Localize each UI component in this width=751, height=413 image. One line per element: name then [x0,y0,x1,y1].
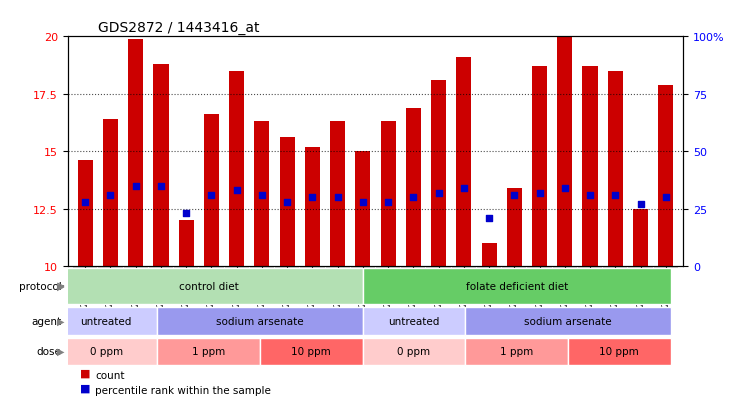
Bar [568,338,671,365]
Text: ■: ■ [80,368,90,377]
Text: GDS2872 / 1443416_at: GDS2872 / 1443416_at [98,21,260,35]
Text: control diet: control diet [179,281,239,292]
Point [433,190,445,197]
Bar [633,209,648,267]
Point [508,192,520,199]
Bar [153,65,168,267]
Point [635,202,647,208]
Text: ▶: ▶ [57,347,65,356]
Bar [279,138,294,267]
Bar [583,67,598,267]
Point [130,183,142,190]
Bar [158,338,260,365]
Bar [381,122,396,267]
Bar [260,338,363,365]
Point [231,188,243,194]
Point [609,192,621,199]
Bar [608,71,623,267]
Bar [406,108,421,267]
Bar [55,268,363,304]
Bar [507,189,522,267]
Bar [431,81,446,267]
Text: sodium arsenate: sodium arsenate [524,316,612,326]
Point [180,211,192,217]
Point [407,195,419,201]
Bar [363,308,466,335]
Text: count: count [95,370,125,380]
Point [483,215,495,222]
Text: ▶: ▶ [57,316,65,326]
Point [357,199,369,206]
Text: sodium arsenate: sodium arsenate [216,316,304,326]
Bar [363,268,671,304]
Text: 1 ppm: 1 ppm [192,347,225,356]
Text: 10 ppm: 10 ppm [599,347,639,356]
Bar [466,338,568,365]
Point [584,192,596,199]
Text: ▶: ▶ [57,281,65,292]
Text: agent: agent [32,316,62,326]
Bar [103,120,118,267]
Bar [158,308,363,335]
Bar [363,338,466,365]
Bar [305,147,320,267]
Point [458,185,470,192]
Bar [466,308,671,335]
Text: folate deficient diet: folate deficient diet [466,281,568,292]
Text: dose: dose [37,347,62,356]
Bar [255,122,270,267]
Point [659,195,671,201]
Bar [355,152,370,267]
Bar [557,37,572,267]
Text: ■: ■ [80,382,90,392]
Text: 0 ppm: 0 ppm [89,347,122,356]
Text: untreated: untreated [388,316,439,326]
Bar [658,85,674,267]
Text: 1 ppm: 1 ppm [500,347,533,356]
Bar [457,58,472,267]
Point [281,199,293,206]
Bar [481,244,496,267]
Bar [77,161,93,267]
Point [104,192,116,199]
Bar [229,71,244,267]
Bar [128,40,143,267]
Point [155,183,167,190]
Bar [330,122,345,267]
Bar [55,338,158,365]
Point [306,195,318,201]
Text: 0 ppm: 0 ppm [397,347,430,356]
Point [559,185,571,192]
Point [80,199,92,206]
Point [206,192,218,199]
Point [332,195,344,201]
Point [533,190,545,197]
Text: untreated: untreated [80,316,131,326]
Text: protocol: protocol [19,281,62,292]
Text: percentile rank within the sample: percentile rank within the sample [95,385,271,395]
Bar [179,221,194,267]
Bar [532,67,547,267]
Text: 10 ppm: 10 ppm [291,347,331,356]
Point [382,199,394,206]
Point [256,192,268,199]
Bar [55,308,158,335]
Bar [204,115,219,267]
